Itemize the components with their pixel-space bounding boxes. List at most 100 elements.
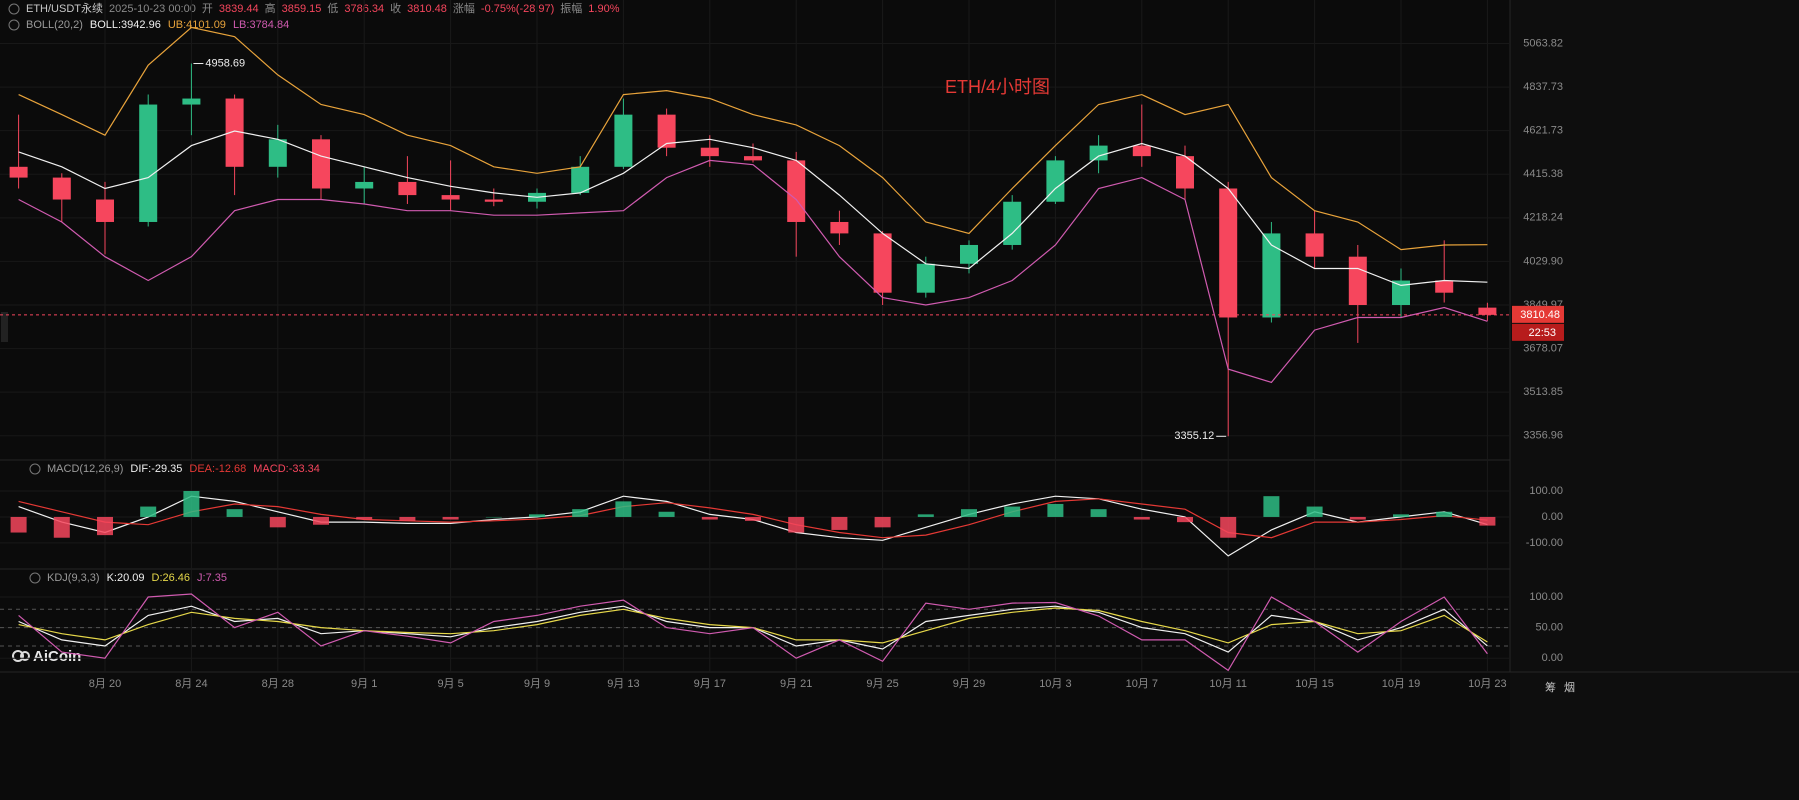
candle-body (1089, 145, 1108, 161)
x-tick-label: 10月 7 (1126, 678, 1158, 690)
y-tick-label: 4837.73 (1523, 81, 1563, 93)
y-tick-label: 100.00 (1529, 591, 1563, 603)
macd-bar (1479, 516, 1496, 526)
candle-body (52, 177, 71, 200)
macd-bar (745, 516, 761, 521)
price-tag (1512, 305, 1564, 323)
min-label: 3355.12 (1174, 430, 1214, 442)
x-tick-label: 8月 20 (89, 678, 121, 690)
max-label: 4958.69 (205, 57, 245, 69)
legend-entry: DIF:-29.35 (130, 463, 182, 475)
header-text: 开 (202, 3, 213, 15)
countdown-tag (1512, 323, 1564, 341)
macd-bar (313, 516, 329, 525)
series-line (18, 130, 1488, 287)
macd-bar (485, 516, 502, 518)
candle-body (139, 104, 158, 222)
macd-bar (140, 506, 157, 517)
x-tick-label: 10月 15 (1295, 678, 1334, 690)
toolbar-item[interactable]: 烟 (1564, 680, 1575, 694)
x-tick-label: 10月 11 (1209, 678, 1247, 690)
toggle-icon[interactable] (8, 3, 20, 15)
candle-body (571, 166, 590, 193)
macd-bar (917, 514, 934, 517)
candle-body (355, 181, 374, 189)
macd-bar (1349, 516, 1366, 520)
candle-body (1219, 188, 1238, 318)
macd-bar (788, 516, 805, 533)
eye-icon[interactable] (29, 463, 41, 475)
series-line (18, 26, 1488, 251)
eye-icon[interactable] (8, 19, 20, 31)
side-handle[interactable] (1, 312, 8, 342)
candle-body (787, 160, 806, 222)
x-tick-label: 9月 25 (866, 678, 898, 690)
eye-icon[interactable] (29, 572, 41, 584)
macd-bar (658, 511, 675, 517)
candle-body (1003, 201, 1022, 245)
legend-entry: UB:4101.09 (168, 19, 226, 31)
candle-body (1305, 233, 1324, 257)
candle-body (398, 181, 417, 196)
y-tick-label: 4415.38 (1523, 168, 1563, 180)
macd-bar (269, 516, 286, 528)
y-tick-label: 4621.73 (1523, 125, 1563, 137)
macd-bar (1436, 511, 1453, 517)
legend-entry: BOLL:3942.96 (90, 19, 161, 31)
legend-entry: DEA:-12.68 (189, 463, 246, 475)
x-tick-label: 8月 24 (175, 678, 207, 690)
macd-bar (53, 516, 70, 538)
legend-entry: MACD:-33.34 (253, 463, 320, 475)
candle-body (268, 139, 287, 167)
y-tick-label: 4029.90 (1523, 255, 1563, 267)
header-text: 3839.44 (219, 3, 259, 15)
candle-body (1435, 280, 1454, 293)
legend-entry: J:7.35 (197, 572, 227, 584)
macd-bar (1133, 516, 1150, 520)
header-text: 高 (265, 1, 276, 15)
macd-bar (10, 516, 27, 533)
x-tick-label: 9月 1 (351, 678, 377, 690)
candle-body (441, 195, 460, 200)
x-tick-label: 9月 29 (953, 678, 985, 690)
macd-bar (1047, 503, 1064, 517)
macd-bar (961, 509, 977, 517)
toolbar-item[interactable]: 筹 (1545, 680, 1556, 694)
series-line (18, 498, 1488, 539)
legend-entry: D:26.46 (152, 572, 191, 584)
axis-strip (1510, 0, 1799, 800)
header-text: 振幅 (560, 1, 582, 15)
candle-body (9, 166, 28, 178)
candle-body (1348, 256, 1367, 306)
macd-bar (572, 509, 589, 517)
legend-entry: MACD(12,26,9) (47, 463, 123, 475)
price-tag-text: 3810.48 (1520, 309, 1560, 321)
macd-bar (183, 490, 200, 517)
candle-body (1132, 145, 1151, 157)
macd-bar (1306, 506, 1323, 517)
candle-body (1176, 156, 1194, 189)
macd-bar (615, 501, 632, 517)
macd-bar (399, 516, 416, 521)
x-tick-label: 9月 17 (694, 678, 726, 690)
y-tick-label: 4218.24 (1523, 212, 1563, 224)
macd-bar (1177, 516, 1193, 523)
logo (12, 650, 30, 662)
candle-body (873, 233, 892, 293)
y-tick-label: 0.00 (1542, 511, 1563, 523)
macd-bar (226, 509, 243, 517)
macd-bar (356, 516, 373, 520)
macd-bar (97, 516, 113, 536)
macd-bar (701, 516, 718, 520)
header-text: 低 (327, 2, 338, 15)
candle-body (916, 263, 935, 293)
x-tick-label: 9月 13 (607, 678, 639, 690)
macd-bar (1263, 496, 1280, 517)
legend-entry: LB:3784.84 (233, 19, 289, 31)
candle-body (1478, 307, 1497, 315)
y-tick-label: 100.00 (1529, 485, 1563, 497)
x-tick-label: 9月 5 (437, 678, 463, 690)
